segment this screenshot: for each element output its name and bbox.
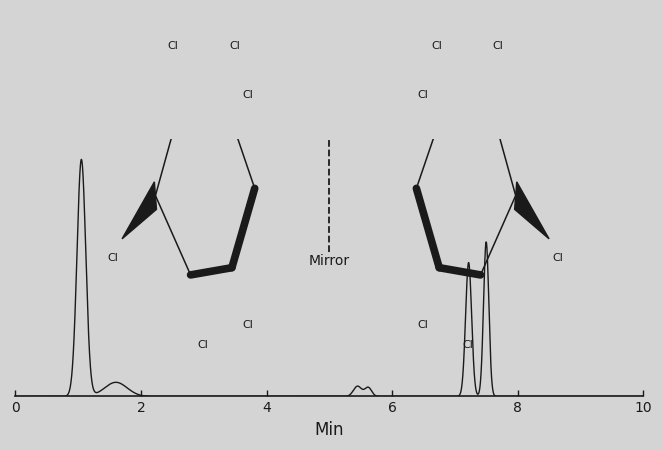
Text: Cl: Cl	[418, 90, 429, 100]
Text: Cl: Cl	[107, 253, 119, 263]
Polygon shape	[122, 182, 156, 239]
Text: Cl: Cl	[552, 253, 564, 263]
Polygon shape	[514, 182, 549, 239]
Text: Cl: Cl	[431, 41, 442, 51]
Text: Cl: Cl	[243, 90, 253, 100]
Text: Cl: Cl	[198, 340, 208, 350]
Text: Cl: Cl	[168, 41, 178, 51]
Text: Cl: Cl	[493, 41, 503, 51]
Text: Cl: Cl	[418, 320, 429, 329]
Text: Cl: Cl	[229, 41, 240, 51]
X-axis label: Min: Min	[314, 421, 344, 439]
Text: Cl: Cl	[463, 340, 473, 350]
Text: Cl: Cl	[243, 320, 253, 329]
Text: Mirror: Mirror	[309, 253, 350, 268]
